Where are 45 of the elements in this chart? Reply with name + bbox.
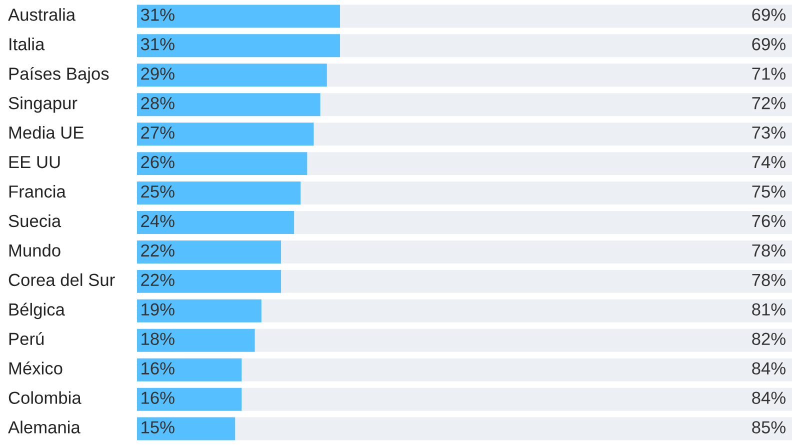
data-label: 78%: [752, 274, 786, 286]
y-tick-label: Perú: [9, 332, 44, 346]
y-tick-label: Colombia: [8, 391, 82, 404]
data-label: 31%: [140, 38, 174, 50]
y-tick-label: Australia: [8, 8, 76, 21]
data-label: 82%: [752, 332, 786, 346]
data-label: 73%: [752, 126, 786, 139]
data-label: 74%: [752, 156, 786, 168]
y-tick-label: Italia: [10, 38, 45, 50]
data-label: 84%: [752, 362, 786, 375]
y-tick-label: Singapur: [8, 96, 78, 113]
y-tick-label: Media UE: [9, 126, 84, 139]
y-tick-label: México: [9, 362, 62, 375]
data-label: 81%: [752, 303, 786, 316]
y-tick-label: EE UU: [9, 156, 60, 168]
data-label: 15%: [142, 421, 174, 434]
data-label: 25%: [141, 185, 174, 198]
data-label: 71%: [752, 68, 786, 80]
data-label: 85%: [752, 421, 786, 434]
y-tick-label: Francia: [9, 184, 66, 198]
data-label: 18%: [142, 332, 174, 346]
y-tick-label: Suecia: [8, 214, 62, 228]
y-tick-label: Corea del Sur: [8, 273, 115, 286]
data-label: 31%: [140, 8, 174, 21]
data-label: 84%: [752, 392, 786, 404]
data-label: 69%: [752, 8, 786, 21]
data-label: 27%: [141, 126, 174, 139]
data-label: 19%: [142, 303, 174, 316]
data-label: 29%: [141, 68, 174, 80]
data-label: 28%: [141, 96, 174, 110]
data-label: 22%: [141, 274, 174, 286]
data-label: 24%: [141, 214, 174, 228]
data-label: 69%: [752, 38, 786, 50]
data-label: 16%: [142, 392, 174, 404]
data-label: 26%: [141, 156, 174, 168]
y-tick-label: Bélgica: [9, 302, 65, 320]
y-tick-label: Alemania: [8, 420, 80, 434]
data-label: 78%: [752, 244, 786, 257]
data-label: 76%: [752, 214, 786, 228]
data-label: 72%: [752, 96, 786, 110]
data-label: 16%: [142, 362, 174, 375]
y-tick-label: Países Bajos: [9, 66, 109, 84]
data-label: 75%: [752, 185, 786, 198]
y-tick-label: Mundo: [9, 244, 60, 257]
data-label: 22%: [141, 244, 174, 257]
